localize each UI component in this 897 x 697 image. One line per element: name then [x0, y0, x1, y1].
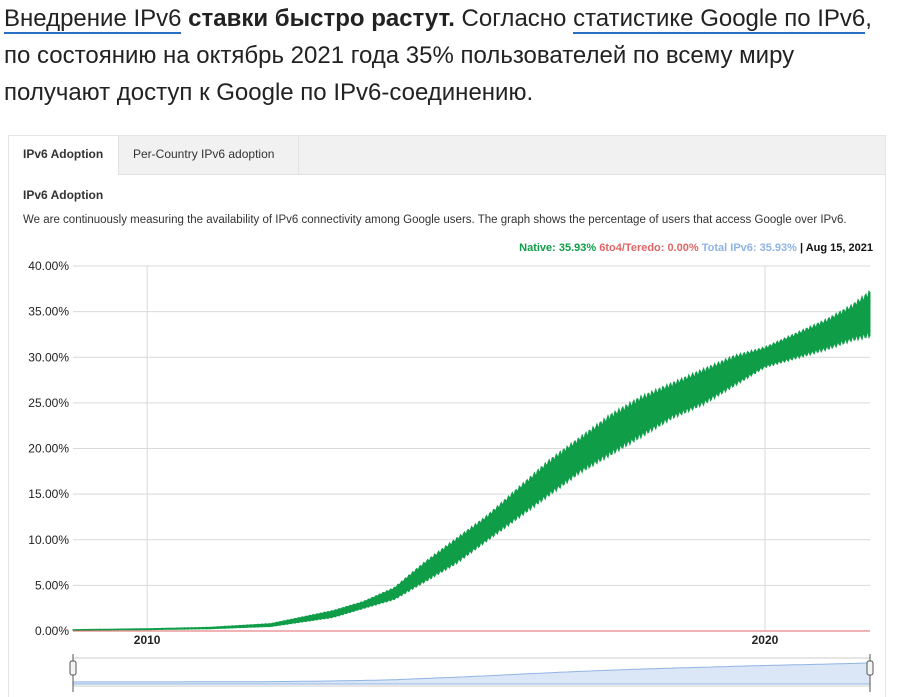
y-tick-label: 10.00% [28, 533, 69, 547]
y-tick-label: 40.00% [28, 259, 69, 273]
y-tick-label: 30.00% [28, 350, 69, 364]
y-tick-label: 20.00% [28, 442, 69, 456]
y-tick-label: 5.00% [35, 578, 69, 592]
y-tick-label: 25.00% [28, 396, 69, 410]
y-tick-label: 35.00% [28, 305, 69, 319]
x-tick-label: 2020 [752, 633, 779, 647]
navigator-right-handle[interactable] [866, 660, 874, 676]
y-tick-label: 0.00% [35, 624, 69, 638]
y-tick-label: 15.00% [28, 487, 69, 501]
legend-separator: | [796, 242, 806, 254]
tab-per-country[interactable]: Per-Country IPv6 adoption [119, 136, 299, 174]
ipv6-adoption-link[interactable]: Внедрение IPv6 [4, 5, 182, 34]
legend-native: Native: 35.93% [519, 242, 597, 254]
series-native [72, 290, 871, 631]
legend-total: Total IPv6: 35.93% [701, 242, 797, 254]
article-text-2: , по состоянию на октябрь 2021 года 35% … [4, 5, 872, 106]
legend-teredo: 6to4/Teredo: 0.00% [599, 242, 699, 254]
tab-bar: IPv6 Adoption Per-Country IPv6 adoption [9, 136, 885, 175]
navigator-left-handle[interactable] [69, 660, 77, 676]
chart-legend: Native: 35.93% 6to4/Teredo: 0.00% Total … [519, 242, 873, 254]
tab-ipv6-adoption[interactable]: IPv6 Adoption [9, 136, 119, 175]
article-text-1: Согласно [454, 5, 574, 32]
section-description: We are continuously measuring the availa… [23, 214, 847, 226]
ipv6-stats-widget: IPv6 Adoption Per-Country IPv6 adoption … [8, 135, 886, 697]
section-title: IPv6 Adoption [23, 188, 104, 202]
legend-date: Aug 15, 2021 [805, 242, 873, 254]
article-paragraph: Внедрение IPv6 ставки быстро растут. Сог… [4, 0, 892, 111]
bold-statement: ставки быстро растут. [181, 5, 455, 32]
navigator-series [72, 662, 871, 685]
x-tick-label: 2010 [134, 633, 161, 647]
google-stats-link[interactable]: статистике Google по IPv6 [573, 5, 866, 34]
